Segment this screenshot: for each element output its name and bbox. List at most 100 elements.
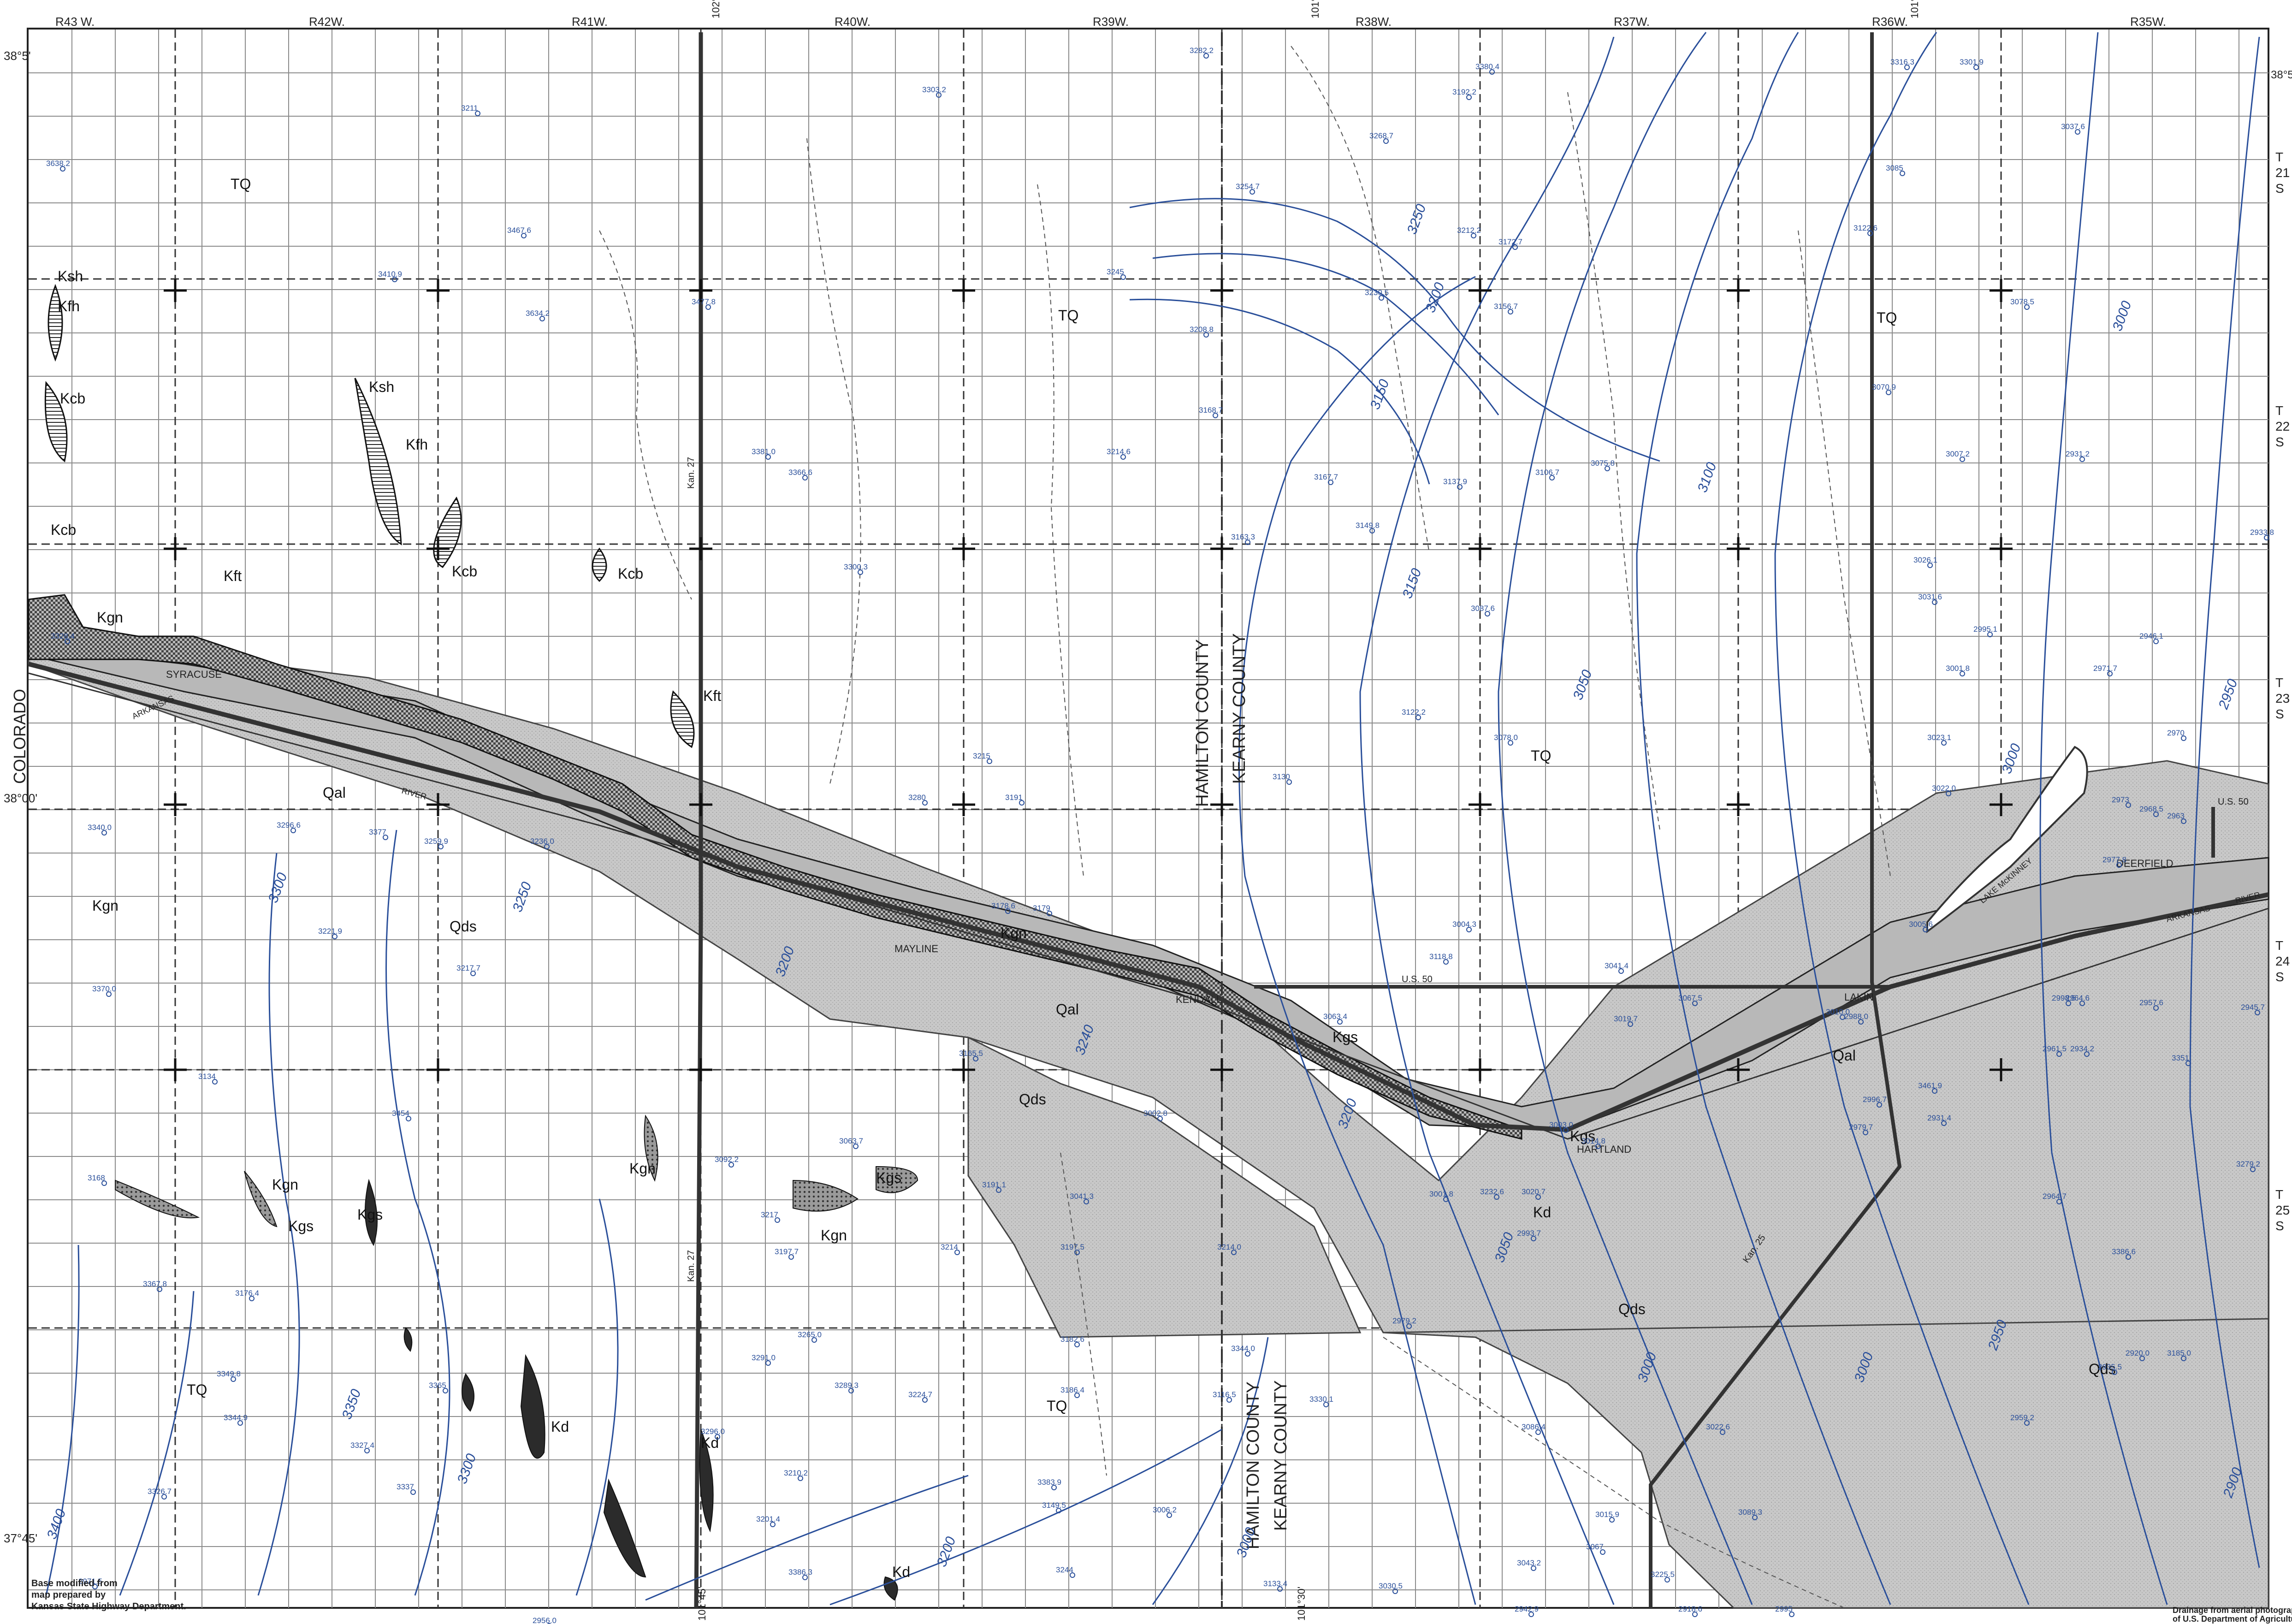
spot-elevation-label: 3296.6: [277, 821, 301, 830]
spot-elevation-point: [1286, 779, 1292, 785]
spot-elevation-label: 3007.2: [1946, 450, 1970, 458]
spot-elevation-label: 2963: [2167, 812, 2185, 820]
spot-elevation-label: 3043.2: [1517, 1559, 1541, 1567]
spot-elevation-point: [1932, 1088, 1937, 1094]
spot-elevation-label: 3380.4: [1475, 62, 1499, 71]
unit-tq-5: TQ: [187, 1381, 207, 1398]
township-label: 21: [2275, 166, 2290, 180]
spot-elevation-label: 3191.1: [982, 1180, 1006, 1189]
spot-elevation-label: 2934.2: [2070, 1044, 2094, 1053]
spot-elevation-label: 3031.6: [1918, 593, 1942, 601]
unit-qal-3: Qal: [1833, 1047, 1856, 1064]
spot-elevation-label: 2995: [1775, 1605, 1793, 1613]
spot-elevation-point: [1019, 800, 1025, 806]
unit-tq-3: TQ: [1877, 309, 1897, 326]
contour-line: [1238, 276, 1476, 1605]
spot-elevation-point: [1167, 1512, 1172, 1518]
spot-elevation-point: [1946, 791, 1951, 796]
contour-line: [1129, 198, 1660, 462]
range-label: R40W.: [835, 15, 871, 29]
spot-elevation-label: 3210.2: [784, 1469, 808, 1477]
qds-area-west: [28, 645, 2269, 1334]
spot-elevation-point: [2181, 818, 2186, 824]
spot-elevation-label: 3168.7: [1199, 406, 1223, 415]
spot-elevation-point: [853, 1144, 859, 1149]
township-label: 23: [2275, 691, 2290, 705]
spot-elevation-point: [1466, 95, 1472, 100]
spot-elevation-point: [1932, 599, 1937, 605]
spot-elevation-label: 3337: [397, 1482, 414, 1491]
spot-elevation-label: 3265.0: [798, 1330, 822, 1339]
unit-kd-2: Kd: [701, 1434, 719, 1451]
contour-line: [385, 830, 450, 1596]
spot-elevation-label: 3214.6: [1107, 447, 1131, 456]
unit-kgn-1: Kgn: [97, 609, 123, 626]
spot-elevation-label: 3634.2: [526, 309, 550, 318]
lat-bottom-left: 37°45': [4, 1531, 37, 1545]
spot-elevation-point: [848, 1388, 854, 1393]
spot-elevation-point: [1051, 1485, 1057, 1490]
spot-elevation-point: [788, 1254, 794, 1260]
spot-elevation-point: [987, 759, 992, 764]
contour-line: [45, 1245, 80, 1596]
spot-elevation-label: 3289.3: [835, 1381, 859, 1390]
range-labels: R43 W. R42W. R41W. R40W. R39W. R38W. R37W. R36W…: [55, 15, 2166, 29]
spot-elevation-label: 3037.6: [2061, 122, 2085, 131]
spot-elevation-point: [1379, 295, 1384, 301]
spot-elevation-label: 3014.8: [1581, 1137, 1605, 1145]
spot-elevation-point: [1084, 1199, 1089, 1204]
spot-elevation-label: 3224.7: [908, 1390, 932, 1399]
spot-elevation-label: 3197.5: [1060, 1243, 1084, 1251]
spot-elevation-point: [161, 1494, 167, 1500]
spot-elevation-point: [1941, 740, 1947, 746]
spot-elevation-label: 3019.7: [1614, 1014, 1638, 1023]
spot-elevation-point: [1692, 1001, 1698, 1006]
spot-elevation-label: 3001.8: [1946, 664, 1970, 673]
township-label: S: [2275, 435, 2284, 449]
long-top-3: 101°15': [1909, 0, 1920, 18]
spot-elevation-label: 3225.5: [1651, 1570, 1675, 1579]
township-label: S: [2275, 707, 2284, 721]
spot-elevation-point: [2153, 639, 2159, 644]
spot-elevation-point: [1752, 1515, 1758, 1520]
spot-elevation-label: 3005.6: [1909, 920, 1933, 929]
township-label: S: [2275, 1219, 2284, 1233]
spot-elevation-point: [1840, 1014, 1845, 1020]
spot-elevation-label: 3182.6: [1060, 1335, 1084, 1344]
spot-elevation-label: 3023.1: [1927, 733, 1951, 742]
contour-line: [1152, 253, 1499, 415]
spot-elevation-label: 3003.0: [1549, 1120, 1573, 1129]
unit-kgn-4: Kgn: [629, 1160, 656, 1177]
spot-elevation-label: 3214.0: [1217, 1243, 1241, 1251]
spot-elevation-label: 2971.5: [78, 1577, 102, 1586]
spot-elevation-label: 2933.8: [2250, 528, 2274, 537]
spot-elevation-point: [1508, 740, 1513, 746]
spot-elevation-point: [1328, 480, 1333, 485]
range-label: R38W.: [1356, 15, 1392, 29]
spot-elevation-label: 3212.2: [1457, 226, 1481, 235]
spot-elevation-point: [1618, 968, 1624, 974]
spot-elevation-point: [1563, 1127, 1569, 1133]
spot-elevation-point: [1904, 65, 1910, 70]
contour-line: [1774, 32, 2030, 1605]
unit-kd-1: Kd: [551, 1418, 569, 1435]
spot-elevation-label: 3185.0: [2167, 1349, 2191, 1357]
lake-mckinney: [1926, 746, 2088, 934]
spot-elevation-point: [1203, 53, 1209, 59]
spot-elevation-point: [544, 844, 550, 849]
spot-elevation-point: [1987, 632, 1993, 637]
spot-elevation-label: 3191: [1005, 793, 1023, 802]
spot-elevation-label: 3165.5: [959, 1049, 983, 1058]
unit-kgn-5: Kgn: [821, 1227, 847, 1244]
spot-elevation-label: 3344.9: [224, 1413, 248, 1422]
spot-elevation-point: [1900, 171, 1905, 176]
spot-elevation-point: [2185, 1061, 2191, 1066]
unit-qds-3: Qds: [1618, 1301, 1646, 1317]
spot-elevation-label: 3365: [429, 1381, 446, 1390]
spot-elevation-point: [2107, 671, 2113, 676]
spot-elevation-point: [1157, 1116, 1163, 1121]
spot-elevation-label: 3002.8: [1143, 1109, 1167, 1118]
unit-kgs-4: Kgs: [1333, 1029, 1358, 1045]
spot-elevation-label: 2977.8: [2102, 855, 2126, 864]
